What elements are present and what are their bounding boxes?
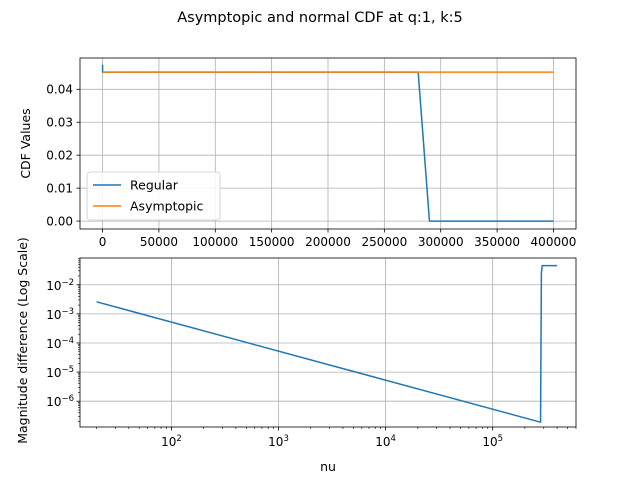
legend-label-regular-line: Regular xyxy=(130,178,179,193)
difference-frame xyxy=(79,257,577,428)
difference-axes: 102 103 104 105 10−6 10−5 10−4 10−3 10−2 Magnitu… xyxy=(15,237,577,474)
difference-series xyxy=(96,264,558,423)
cdf-x-tick-label: 300000 xyxy=(418,235,464,249)
cdf-y-tick-label: 0.03 xyxy=(46,116,73,130)
cdf-x-tick-label: 250000 xyxy=(361,235,407,249)
cdf-y-tick-label: 0.00 xyxy=(46,214,73,228)
difference-x-tick-label: 102 xyxy=(161,434,182,449)
cdf-y-axis-label: CDF Values xyxy=(18,108,33,178)
cdf-x-tick-label: 200000 xyxy=(305,235,351,249)
difference-x-tick-label: 103 xyxy=(268,434,289,449)
difference-line xyxy=(96,264,558,423)
difference-x-tick-label: 104 xyxy=(375,434,396,449)
cdf-x-tick-label: 400000 xyxy=(531,235,577,249)
difference-grid xyxy=(80,258,576,427)
difference-y-tick-label: 10−4 xyxy=(46,336,74,351)
difference-ticks: 102 103 104 105 10−6 10−5 10−4 10−3 10−2 xyxy=(46,258,577,449)
cdf-x-tick-label: 150000 xyxy=(249,235,295,249)
cdf-y-tick-label: 0.04 xyxy=(46,83,73,97)
difference-y-tick-label: 10−6 xyxy=(46,394,74,409)
cdf-ticks: 0 50000 100000 150000 200000 250000 300000 3500… xyxy=(46,83,576,249)
cdf-x-tick-label: 50000 xyxy=(140,235,178,249)
cdf-series xyxy=(101,64,554,222)
difference-y-tick-label: 10−5 xyxy=(46,365,74,380)
cdf-x-tick-label: 100000 xyxy=(192,235,238,249)
cdf-y-tick-label: 0.01 xyxy=(46,181,73,195)
cdf-x-tick-label: 0 xyxy=(99,235,107,249)
cdf-x-tick-label: 350000 xyxy=(474,235,520,249)
difference-y-tick-label: 10−2 xyxy=(46,278,74,293)
cdf-axes: 0 50000 100000 150000 200000 250000 300000 3500… xyxy=(18,57,577,249)
figure-title: Asymptopic and normal CDF at q:1, k:5 xyxy=(177,10,463,26)
cdf-legend: Regular Asymptopic xyxy=(86,171,221,221)
difference-x-axis-label: nu xyxy=(320,459,336,474)
difference-y-axis-label: Magnitude difference (Log Scale) xyxy=(15,237,30,444)
legend-label-asymptotic-line: Asymptopic xyxy=(130,199,204,214)
legend-box xyxy=(86,171,221,221)
difference-y-tick-label: 10−3 xyxy=(46,307,74,322)
difference-x-tick-label: 105 xyxy=(482,434,503,449)
cdf-y-tick-label: 0.02 xyxy=(46,148,73,162)
